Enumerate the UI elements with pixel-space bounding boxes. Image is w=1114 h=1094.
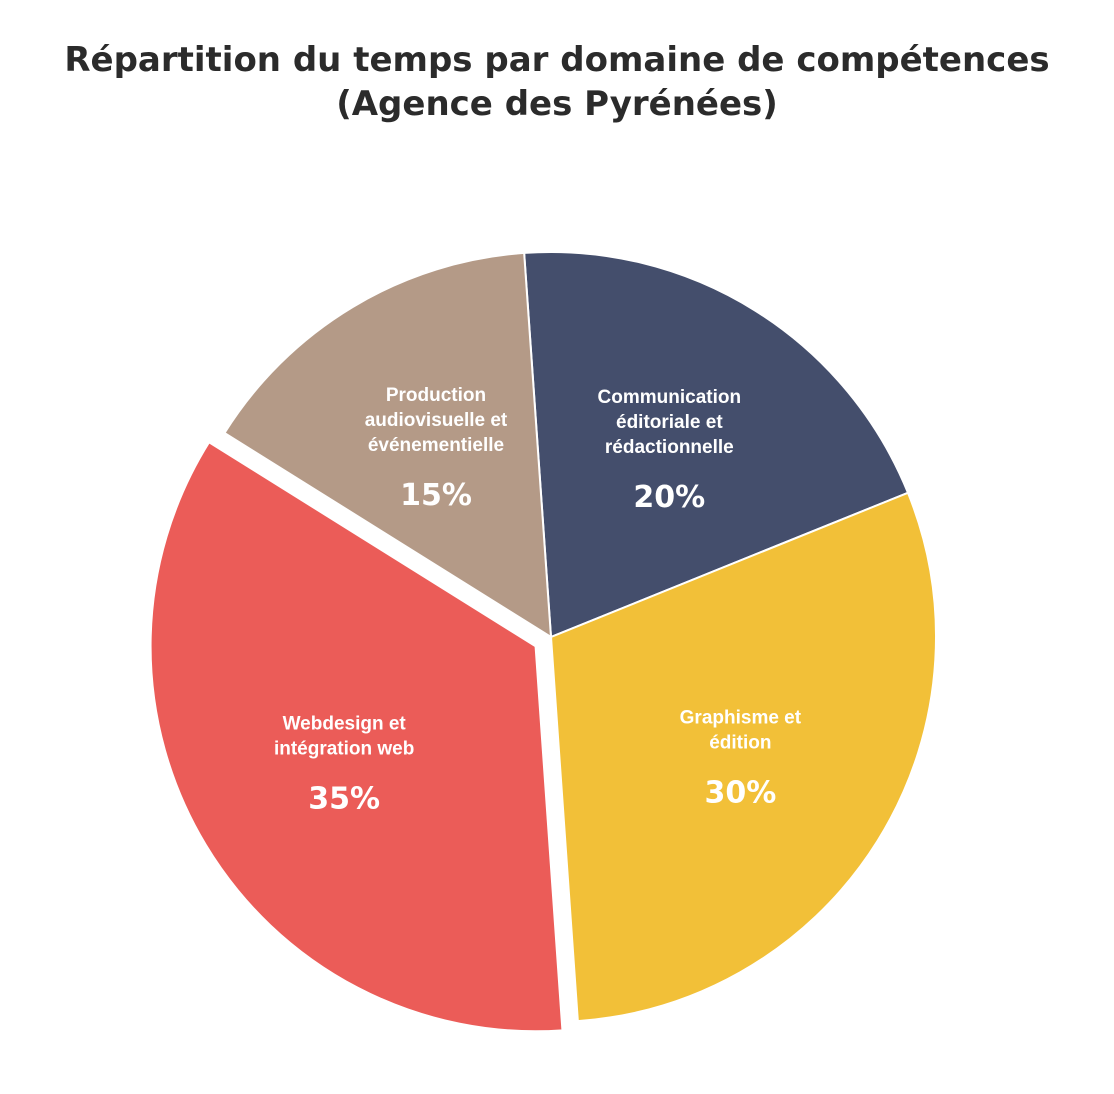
chart-title-line-1: Répartition du temps par domaine de comp…	[64, 40, 1050, 80]
chart-title-line-2: (Agence des Pyrénées)	[336, 84, 778, 124]
slice-label-communication-editoriale-et-redactionnelle: Communication éditoriale et rédactionnelle	[598, 387, 742, 458]
pie-slice-graphisme-et-edition	[549, 491, 937, 1023]
slice-label-line: Communication	[598, 387, 742, 408]
pie-labels: Communication éditoriale et rédactionnelle…	[274, 385, 802, 816]
slice-label-line: intégration web	[274, 738, 414, 759]
slice-value-graphisme-et-edition: 30%	[704, 775, 776, 810]
pie-slice-webdesign-et-integration-web	[149, 440, 564, 1033]
slice-value-production-audiovisuelle-et-evenementielle: 15%	[400, 478, 472, 513]
slice-value-communication-editoriale-et-redactionnelle: 20%	[633, 480, 705, 515]
slice-label-line: événementielle	[368, 435, 504, 456]
slice-label-line: Webdesign et	[283, 713, 407, 734]
slice-label-graphisme-et-edition: Graphisme et édition	[680, 707, 802, 753]
slice-label-line: Production	[386, 385, 486, 406]
slice-label-line: éditoriale et	[616, 412, 723, 433]
slice-label-line: audiovisuelle et	[365, 410, 508, 431]
slice-label-line: Graphisme et	[680, 707, 802, 728]
slice-label-webdesign-et-integration-web: Webdesign et intégration web	[274, 713, 414, 759]
slice-value-webdesign-et-integration-web: 35%	[308, 781, 380, 816]
pie-slices	[149, 251, 937, 1033]
slice-label-production-audiovisuelle-et-evenementielle: Production audiovisuelle et événementielle	[365, 385, 508, 456]
slice-label-line: rédactionnelle	[605, 437, 734, 458]
chart-title: Répartition du temps par domaine de comp…	[0, 38, 1114, 126]
pie-slice-production-audiovisuelle-et-evenementielle	[223, 251, 553, 639]
pie-slice-communication-editoriale-et-redactionnelle	[523, 251, 910, 639]
slice-label-line: édition	[709, 732, 771, 753]
